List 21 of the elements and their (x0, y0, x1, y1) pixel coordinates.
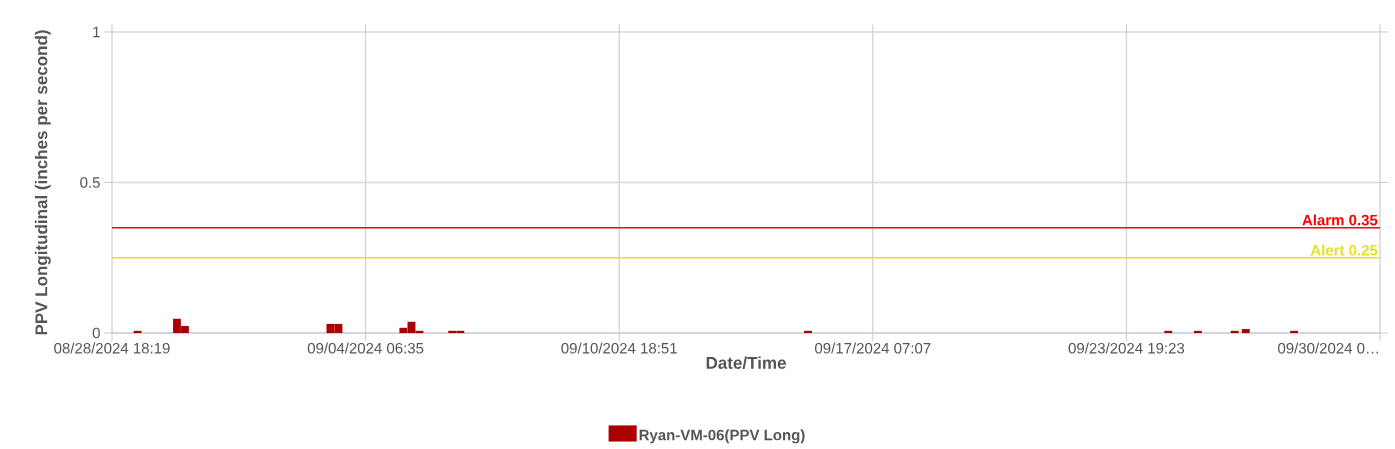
bar (1241, 329, 1250, 334)
bar (804, 330, 812, 334)
bar (1290, 330, 1299, 334)
y-tick-label: 0.5 (80, 177, 100, 188)
x-axis-title: Date/Time (706, 356, 786, 370)
bar (1164, 330, 1173, 334)
ref-line-label: Alert 0.25 (1310, 244, 1378, 256)
x-tick-label: 09/17/2024 07:07 (815, 342, 931, 354)
bar (1193, 330, 1202, 334)
x-tick-label: 09/23/2024 19:23 (1068, 342, 1185, 354)
y-tick-label: 0 (92, 327, 100, 339)
bar (133, 330, 142, 334)
legend-label: Ryan-VM-06(PPV Long) (639, 429, 805, 444)
y-axis-title: PPV Longitudinal (inches per second) (34, 30, 51, 335)
x-tick-label: 08/28/2024 18:19 (54, 342, 170, 354)
x-tick-label: 09/30/2024 0… (1278, 342, 1378, 354)
x-tick-label: 09/04/2024 06:35 (307, 342, 424, 354)
bar (1230, 330, 1239, 334)
x-tick-label: 09/10/2024 18:51 (561, 342, 677, 354)
y-tick-label: 1 (93, 26, 100, 38)
ref-line-label: Alarm 0.35 (1302, 214, 1378, 226)
